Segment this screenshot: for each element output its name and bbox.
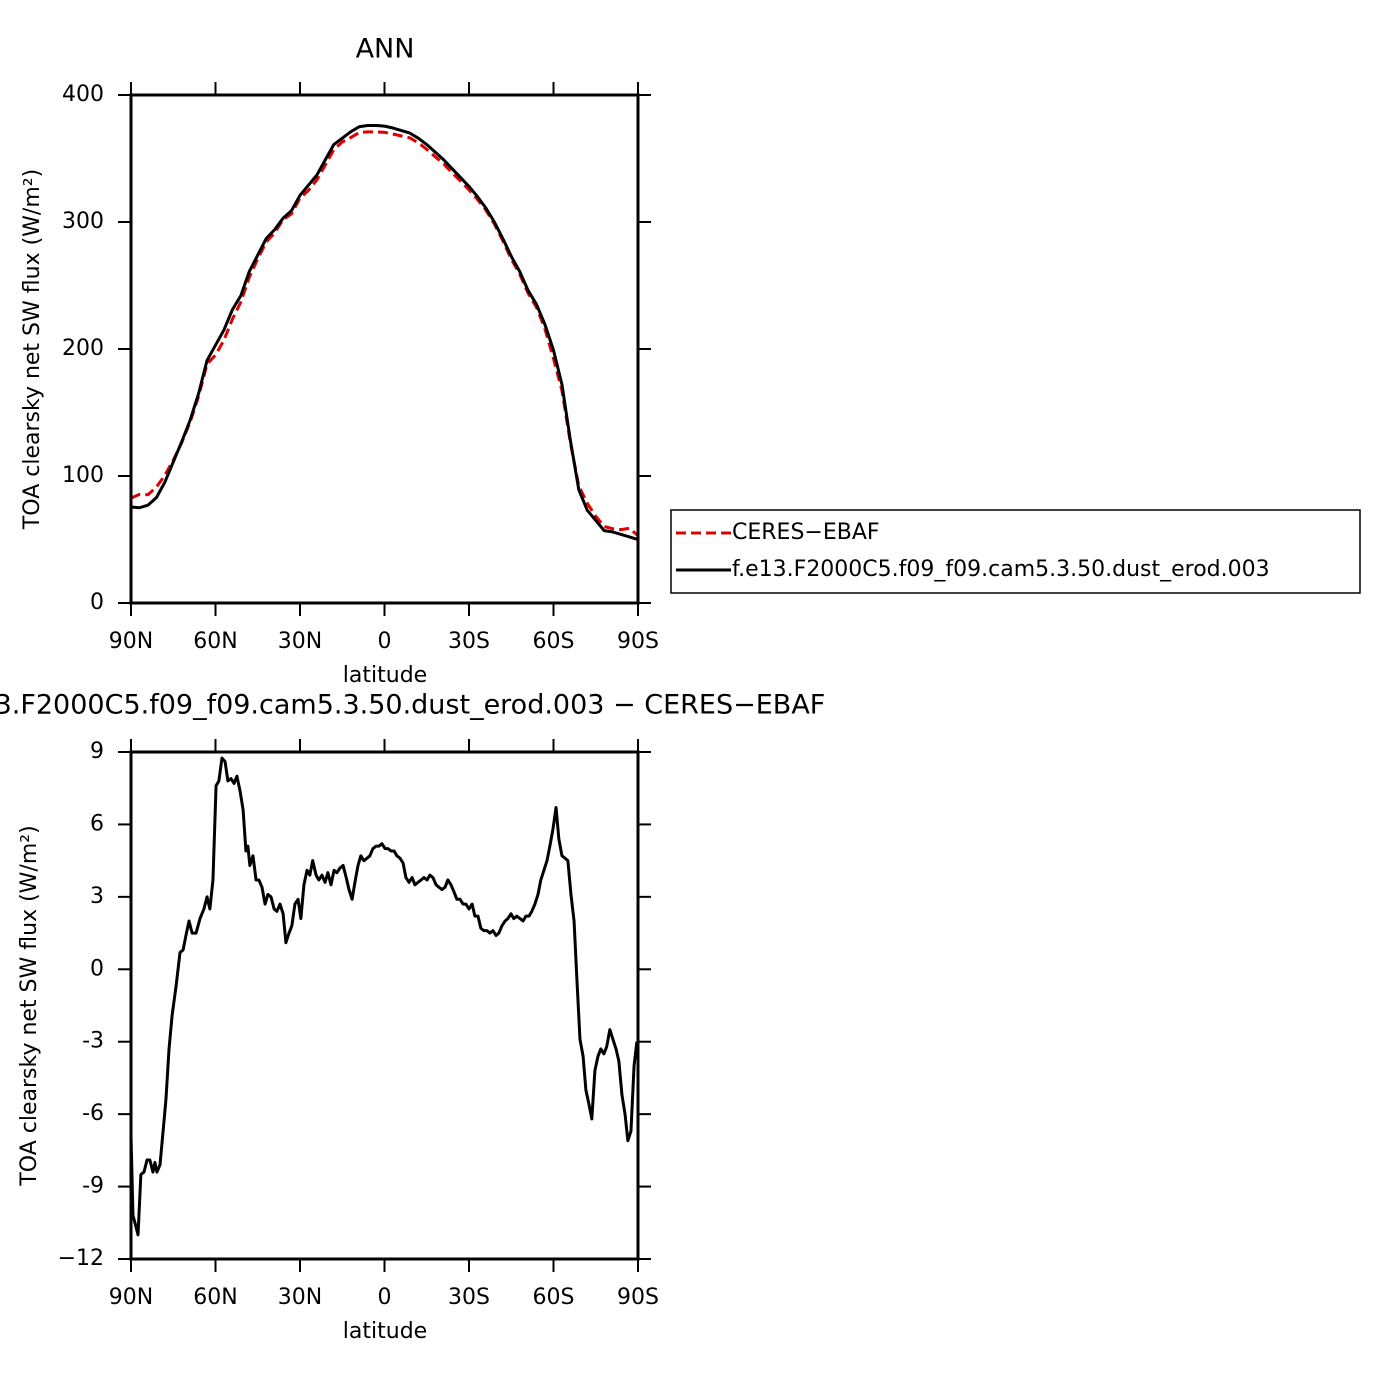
- x-tick-label: 30S: [448, 1285, 490, 1310]
- series-line: [130, 130, 639, 537]
- y-tick-label: 3: [90, 884, 104, 909]
- legend-box: [670, 509, 1361, 594]
- x-tick-label: 30S: [448, 629, 490, 654]
- y-axis-label: TOA clearsky net SW flux (W/m²): [17, 825, 42, 1186]
- y-tick-label: 6: [90, 811, 104, 836]
- y-tick-label: 100: [62, 463, 104, 488]
- plot-frame: [129, 93, 640, 605]
- x-axis-label: latitude: [343, 1319, 427, 1344]
- chart-title: f.e13.F2000C5.f09_f09.cam5.3.50.dust_ero…: [0, 690, 825, 721]
- y-tick-label: 0: [90, 956, 104, 981]
- x-tick-label: 60S: [533, 629, 575, 654]
- x-tick-label: 60S: [533, 1285, 575, 1310]
- x-tick-label: 30N: [278, 629, 322, 654]
- plot-frame: [129, 750, 640, 1261]
- x-tick-label: 90N: [109, 1285, 153, 1310]
- x-tick-label: 60N: [193, 1285, 237, 1310]
- x-tick-label: 60N: [193, 629, 237, 654]
- y-tick-label: -9: [82, 1174, 104, 1199]
- y-tick-label: 9: [90, 739, 104, 764]
- series-line: [129, 756, 639, 1237]
- series-line: [130, 123, 639, 541]
- y-tick-label: -6: [82, 1101, 104, 1126]
- x-tick-label: 0: [378, 1285, 392, 1310]
- x-tick-label: 90N: [109, 629, 153, 654]
- y-axis-label: TOA clearsky net SW flux (W/m²): [20, 169, 45, 530]
- legend-label: f.e13.F2000C5.f09_f09.cam5.3.50.dust_ero…: [732, 557, 1270, 582]
- y-tick-label: 0: [90, 590, 104, 615]
- y-tick-label: −12: [58, 1246, 104, 1271]
- x-tick-label: 90S: [617, 1285, 659, 1310]
- y-tick-label: 400: [62, 82, 104, 107]
- x-tick-label: 30N: [278, 1285, 322, 1310]
- x-axis-label: latitude: [343, 663, 427, 688]
- x-tick-label: 0: [378, 629, 392, 654]
- y-tick-label: -3: [82, 1029, 104, 1054]
- y-tick-label: 300: [62, 209, 104, 234]
- x-tick-label: 90S: [617, 629, 659, 654]
- y-tick-label: 200: [62, 336, 104, 361]
- legend-label: CERES−EBAF: [732, 520, 880, 545]
- chart-title: ANN: [356, 34, 415, 65]
